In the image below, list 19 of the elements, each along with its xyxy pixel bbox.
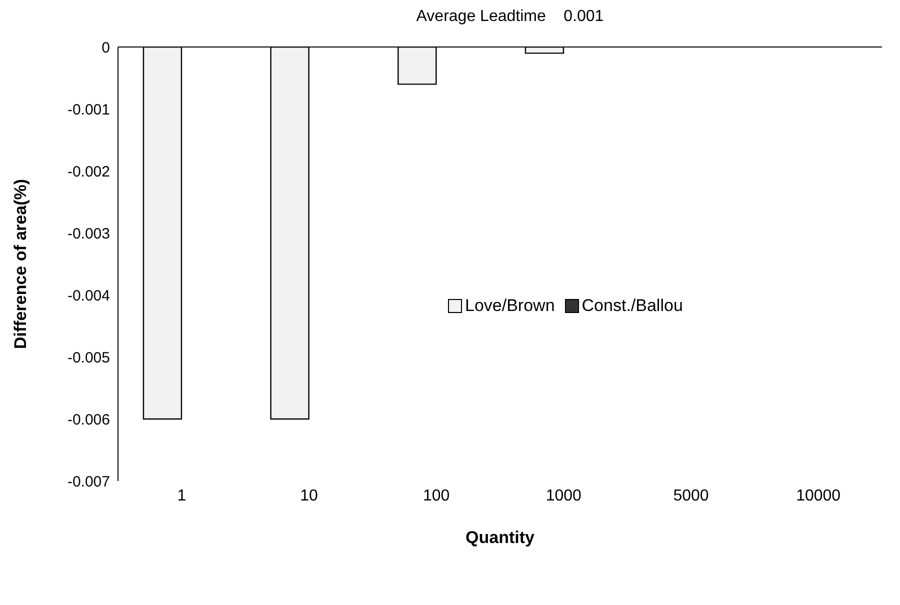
x-tick-label: 10	[300, 487, 318, 504]
x-tick-label: 1000	[546, 487, 582, 504]
y-axis-title: Difference of area(%)	[11, 178, 30, 350]
x-tick-label: 1	[177, 487, 186, 504]
legend-label: Love/Brown	[465, 296, 555, 316]
y-tick-label: -0.002	[67, 163, 110, 180]
y-tick-label: -0.001	[67, 101, 110, 118]
y-tick-label: -0.007	[67, 473, 110, 490]
y-tick-label: -0.006	[67, 411, 110, 428]
x-tick-label: 10000	[796, 487, 841, 504]
y-tick-label: -0.004	[67, 287, 110, 304]
x-axis-title: Quantity	[466, 528, 536, 547]
x-tick-label: 100	[422, 487, 450, 504]
y-tick-label: 0	[102, 39, 110, 56]
legend-label: Const./Ballou	[582, 296, 683, 316]
y-tick-label: -0.003	[67, 225, 110, 242]
chart-title: Average Leadtime 0.001	[415, 8, 605, 27]
y-tick-label: -0.005	[67, 349, 110, 366]
x-tick-label: 5000	[673, 487, 709, 504]
